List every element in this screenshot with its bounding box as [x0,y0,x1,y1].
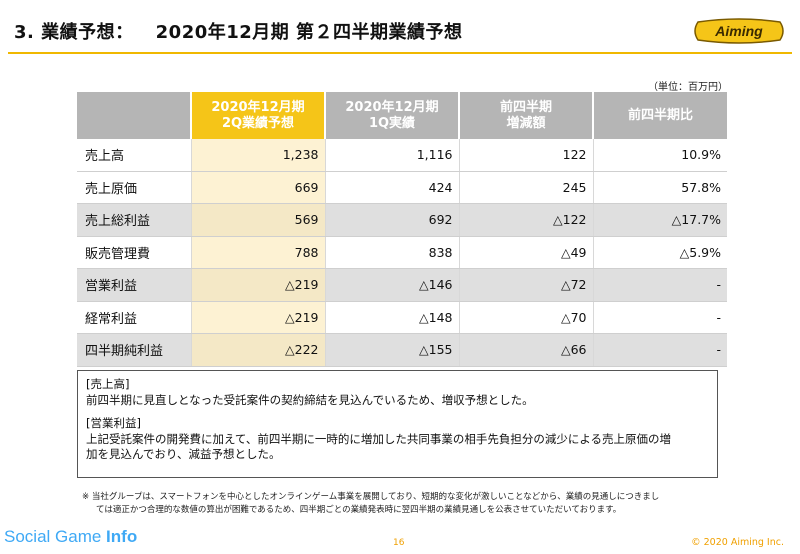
row-label: 経常利益 [77,301,191,334]
cell-qoq-change: 122 [458,139,593,172]
header-blank [77,92,191,139]
copyright: © 2020 Aiming Inc. [691,537,784,548]
cell-qoq-change: △49 [458,236,593,269]
cell-qoq-ratio: - [592,268,727,302]
cell-1q-actual: 692 [324,203,459,237]
row-label: 営業利益 [77,268,191,302]
cell-qoq-change: △66 [458,333,593,367]
cell-qoq-ratio: △5.9% [592,236,727,269]
operating-profit-text-1: 上記受託案件の開発費に加えて、前四半期に一時的に増加した共同事業の相手先負担分の… [86,431,671,446]
brand-text-bold: Info [106,527,138,546]
cell-qoq-ratio: 57.8% [592,171,727,204]
section-label: 3. 業績予想： [14,22,134,43]
cell-2q-forecast: △222 [190,333,325,367]
cell-qoq-ratio: - [592,333,727,367]
table-row: 四半期純利益 △222 △155 △66 - [77,333,727,367]
page-title: 3. 業績予想： 2020年12月期 第２四半期業績予想 [14,18,463,44]
operating-profit-heading: [営業利益] [86,416,141,430]
disclaimer-footnote: ※ 当社グループは、スマートフォンを中心としたオンラインゲーム事業を展開しており… [82,491,732,517]
cell-qoq-ratio: △17.7% [592,203,727,237]
cell-qoq-change: 245 [458,171,593,204]
cell-qoq-change: △72 [458,268,593,302]
row-label: 四半期純利益 [77,333,191,367]
cell-1q-actual: 424 [324,171,459,204]
page-subtitle: 2020年12月期 第２四半期業績予想 [155,22,463,43]
table-row: 売上原価 669 424 245 57.8% [77,171,727,204]
sales-heading: [売上高] [86,377,130,391]
cell-2q-forecast: 569 [190,203,325,237]
cell-qoq-ratio: 10.9% [592,139,727,172]
footnote-line-1: ※ 当社グループは、スマートフォンを中心としたオンラインゲーム事業を展開しており… [82,492,660,502]
forecast-table: 2020年12月期 2Q業績予想 2020年12月期 1Q実績 前四半期 増減額 前四… [77,92,727,367]
header-1q-actual: 2020年12月期 1Q実績 [324,92,459,139]
table-header-row: 2020年12月期 2Q業績予想 2020年12月期 1Q実績 前四半期 増減額 前四… [77,92,727,139]
cell-qoq-change: △70 [458,301,593,334]
sales-text: 前四半期に見直しとなった受託案件の契約締結を見込んでいるため、増収予想とした。 [86,392,534,407]
logo-badge [694,18,784,44]
social-game-info-logo: Social Game Info [4,527,137,547]
commentary-box: [売上高] 前四半期に見直しとなった受託案件の契約締結を見込んでいるため、増収予… [77,370,718,478]
cell-qoq-change: △122 [458,203,593,237]
header-qoq-change: 前四半期 増減額 [458,92,593,139]
brand-text: Social Game [4,527,107,546]
table-row: 販売管理費 788 838 △49 △5.9% [77,236,727,269]
table-row: 売上高 1,238 1,116 122 10.9% [77,139,727,172]
header-qoq-ratio: 前四半期比 [592,92,727,139]
logo-text: Aiming [714,23,763,39]
cell-2q-forecast: 669 [190,171,325,204]
cell-1q-actual: △146 [324,268,459,302]
cell-2q-forecast: 788 [190,236,325,269]
row-label: 売上高 [77,139,191,172]
table-row: 営業利益 △219 △146 △72 - [77,268,727,302]
header-2q-forecast: 2020年12月期 2Q業績予想 [190,92,325,139]
cell-2q-forecast: 1,238 [190,139,325,172]
page-number: 16 [393,538,405,548]
cell-2q-forecast: △219 [190,301,325,334]
row-label: 売上原価 [77,171,191,204]
row-label: 販売管理費 [77,236,191,269]
cell-1q-actual: 838 [324,236,459,269]
row-label: 売上総利益 [77,203,191,237]
aiming-logo: Aiming [694,18,784,44]
table-row: 売上総利益 569 692 △122 △17.7% [77,203,727,237]
cell-2q-forecast: △219 [190,268,325,302]
cell-1q-actual: △155 [324,333,459,367]
table-row: 経常利益 △219 △148 △70 - [77,301,727,334]
footnote-line-2: ては適正かつ合理的な数値の算出が困難であるため、四半期ごとの業績発表時に翌四半期… [96,505,622,515]
cell-1q-actual: △148 [324,301,459,334]
cell-1q-actual: 1,116 [324,139,459,172]
operating-profit-text-2: 加を見込んでおり、減益予想とした。 [86,447,281,461]
cell-qoq-ratio: - [592,301,727,334]
unit-label: （単位：百万円） [648,82,728,93]
title-underline [8,52,792,54]
